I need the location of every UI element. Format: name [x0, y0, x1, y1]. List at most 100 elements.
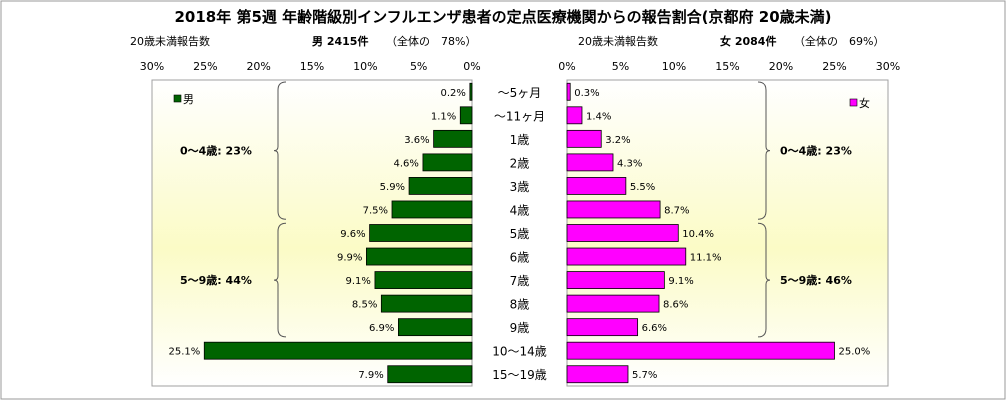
female-data-label: 4.3%	[617, 158, 642, 169]
category-label: ～11ヶ月	[494, 109, 545, 123]
female-group-5-9-label: 5～9歳: 46%	[780, 273, 852, 287]
male-bar	[433, 129, 473, 148]
plot-area: 30% 25% 20% 15% 10% 5% 0% 0% 5% 10% 15% 20% 25% 30% ～5…	[140, 60, 900, 387]
female-data-label: 25.0%	[839, 347, 871, 358]
right-tick-label: 15%	[715, 60, 739, 73]
category-label: ～5ヶ月	[498, 86, 542, 100]
female-bar	[566, 177, 627, 195]
female-data-label: 6.6%	[642, 323, 667, 334]
left-summary-rest: （全体の 78%）	[386, 34, 476, 48]
right-axis-caption: 20歳未満報告数	[578, 35, 658, 48]
right-tick-label: 30%	[876, 60, 900, 73]
category-label: 1歳	[510, 133, 530, 147]
male-bar	[391, 200, 473, 219]
female-bar	[566, 200, 661, 219]
male-data-label: 5.9%	[380, 182, 405, 193]
female-group-5-9-bracket	[757, 222, 771, 338]
male-group-0-4-label: 0～4歳: 23%	[180, 144, 252, 158]
chart-title: 2018年 第5週 年齢階級別インフルエンザ患者の定点医療機関からの報告割合(京…	[175, 8, 832, 26]
male-bar	[365, 247, 473, 266]
male-bar	[422, 153, 473, 172]
male-data-label: 9.9%	[337, 253, 362, 264]
female-legend-swatch	[849, 98, 858, 107]
female-data-label: 1.4%	[586, 111, 611, 122]
male-legend-label: 男	[183, 93, 194, 106]
left-tick-label: 30%	[140, 60, 164, 73]
right-tick-label: 5%	[612, 60, 629, 73]
left-axis-caption: 20歳未満報告数	[130, 35, 210, 48]
female-legend-label: 女	[859, 96, 870, 110]
male-bar	[203, 341, 473, 360]
male-bar	[397, 318, 473, 337]
female-data-label: 10.4%	[682, 229, 714, 240]
female-bar	[566, 271, 665, 289]
female-data-label: 8.6%	[663, 300, 688, 311]
right-summary-rest: （全体の 69%）	[794, 34, 884, 48]
male-data-label: 7.5%	[363, 205, 388, 216]
category-label: 3歳	[510, 180, 530, 194]
left-tick-label: 15%	[300, 60, 324, 73]
male-data-label: 6.9%	[369, 323, 394, 334]
male-data-label: 0.2%	[440, 88, 465, 99]
male-data-label: 9.6%	[340, 229, 365, 240]
female-bar	[566, 224, 679, 242]
right-header: 20歳未満報告数 女 2084件 （全体の 69%）	[578, 34, 884, 48]
left-tick-label: 20%	[246, 60, 270, 73]
female-bar	[566, 153, 614, 172]
category-label: 4歳	[510, 203, 530, 217]
category-label: 8歳	[510, 298, 530, 312]
male-bar	[374, 271, 473, 289]
male-group-0-4-bracket	[273, 81, 287, 220]
male-bar	[459, 106, 473, 125]
left-tick-label: 5%	[410, 60, 427, 73]
female-bar	[566, 318, 639, 337]
male-data-label: 4.6%	[394, 158, 419, 169]
male-data-label: 7.9%	[358, 370, 383, 381]
left-tick-label: 25%	[193, 60, 217, 73]
category-label: 2歳	[510, 156, 530, 170]
category-label: 7歳	[510, 274, 530, 288]
female-bar	[566, 129, 602, 148]
female-bar	[566, 247, 687, 266]
right-summary-bold: 女 2084件	[720, 34, 776, 48]
male-bar	[369, 224, 473, 242]
category-label: 10～14歳	[492, 345, 547, 359]
right-tick-label: 25%	[822, 60, 846, 73]
right-tick-label: 0%	[558, 60, 575, 73]
female-data-label: 0.3%	[574, 88, 599, 99]
female-bar	[566, 82, 571, 101]
female-bar	[566, 365, 629, 384]
male-bar	[469, 82, 473, 101]
male-bar	[408, 177, 473, 195]
category-label: 6歳	[510, 251, 530, 265]
male-bar	[387, 365, 473, 384]
male-data-label: 8.5%	[352, 300, 377, 311]
male-data-label: 9.1%	[346, 276, 371, 287]
right-tick-label: 10%	[662, 60, 686, 73]
left-tick-label: 0%	[463, 60, 480, 73]
male-bar	[380, 294, 473, 313]
male-data-label: 3.6%	[404, 135, 429, 146]
male-group-5-9-label: 5～9歳: 44%	[180, 273, 252, 287]
male-data-label: 1.1%	[431, 111, 456, 122]
female-data-label: 8.7%	[664, 205, 689, 216]
female-group-0-4-label: 0～4歳: 23%	[780, 144, 852, 158]
left-summary-bold: 男 2415件	[312, 34, 368, 48]
right-tick-label: 20%	[769, 60, 793, 73]
category-label: 9歳	[510, 321, 530, 335]
female-data-label: 11.1%	[690, 253, 722, 264]
female-bar	[566, 294, 660, 313]
left-header: 20歳未満報告数 男 2415件 （全体の 78%）	[130, 34, 476, 48]
female-bar	[566, 341, 835, 360]
female-data-label: 5.5%	[630, 182, 655, 193]
female-bar	[566, 106, 583, 125]
female-group-0-4-bracket	[757, 81, 771, 220]
category-label: 5歳	[510, 227, 530, 241]
male-legend-swatch	[173, 94, 182, 103]
category-label: 15～19歳	[492, 368, 547, 382]
male-group-5-9-bracket	[273, 222, 287, 338]
female-data-label: 9.1%	[668, 276, 693, 287]
male-data-label: 25.1%	[168, 347, 200, 358]
